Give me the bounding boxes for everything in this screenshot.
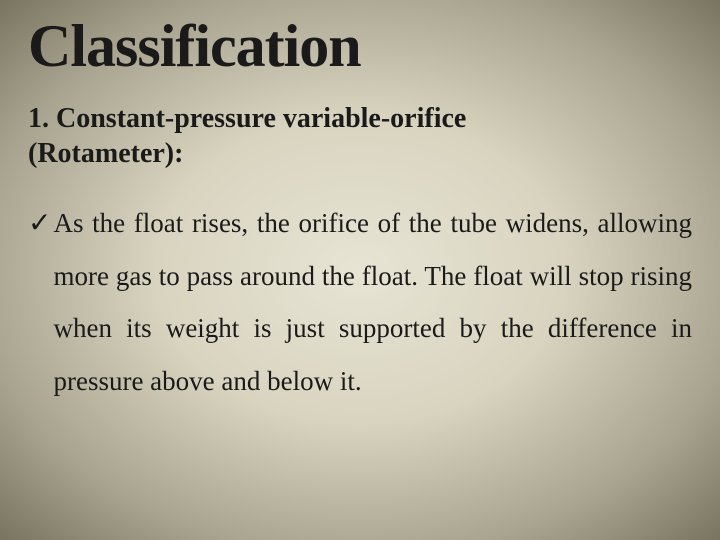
- checkmark-icon: ✓: [28, 197, 51, 250]
- subtitle-line-1: 1. Constant-pressure variable-orifice: [28, 103, 466, 134]
- subtitle-line-2: (Rotameter):: [28, 138, 183, 169]
- slide-title: Classification: [28, 12, 692, 81]
- bullet-item: ✓ As the float rises, the orifice of the…: [28, 197, 692, 408]
- body-paragraph: As the float rises, the orifice of the t…: [53, 197, 692, 408]
- section-heading: 1. Constant-pressure variable-orifice (R…: [28, 101, 692, 171]
